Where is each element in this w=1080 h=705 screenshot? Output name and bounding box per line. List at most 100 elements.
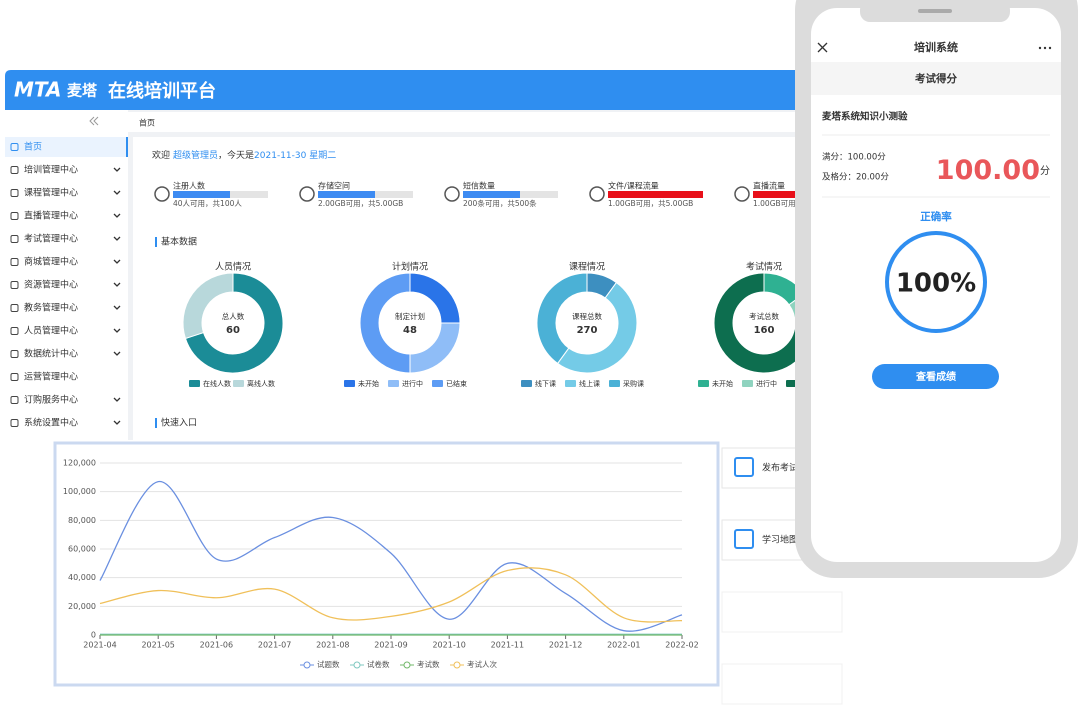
y-tick-label: 120,000 (63, 459, 96, 468)
legend-label: 离线人数 (247, 379, 275, 388)
legend-dot (353, 661, 361, 669)
x-tick-label: 2021-11 (491, 641, 524, 650)
legend-label: 线上课 (579, 379, 600, 388)
legend-label: 试卷数 (367, 659, 390, 669)
section-title: 基本数据 (161, 236, 197, 248)
menu-icon (10, 419, 19, 427)
logo-cn: 麦塔 (67, 82, 98, 100)
donut-segment (556, 281, 638, 374)
accuracy-value: 100% (896, 269, 976, 299)
sidebar (5, 110, 128, 440)
legend-label: 已结束 (446, 379, 467, 388)
menu-icon (10, 235, 19, 243)
line-series (99, 567, 683, 623)
legend-swatch (565, 380, 576, 387)
stat-label: 直播流量 (753, 181, 785, 191)
donut-segment (359, 272, 411, 374)
legend-swatch (786, 380, 797, 387)
menu-chevron (113, 305, 121, 310)
menu-icon (10, 281, 19, 289)
menu-chevron (113, 282, 121, 287)
phone-screen (811, 8, 1061, 562)
stat-icon (154, 186, 170, 202)
donut-segment (184, 272, 284, 374)
y-tick-label: 80,000 (68, 516, 96, 525)
more-icon (1048, 46, 1052, 50)
legend-swatch (388, 380, 399, 387)
breadcrumb: 首页 (139, 118, 155, 128)
menu-item[interactable]: 商城管理中心 (24, 256, 78, 268)
header-bar (5, 70, 800, 110)
menu-item[interactable]: 运营管理中心 (24, 371, 78, 383)
pass-score: 及格分：20.00分 (822, 172, 889, 183)
donut-total: 270 (577, 325, 598, 336)
stat-icon (444, 186, 460, 202)
legend-label: 未开始 (358, 379, 379, 388)
welcome-user: 超级管理员 (173, 149, 218, 161)
close-icon[interactable] (817, 42, 828, 53)
legend-swatch (189, 380, 200, 387)
legend-label: 线下课 (535, 379, 556, 388)
stat-label: 文件/课程流量 (608, 181, 659, 191)
stat-detail: 2.00GB可用，共5.00GB (318, 199, 403, 208)
section-marker (155, 418, 157, 428)
donut-title: 考试情况 (746, 261, 782, 273)
legend-label: 未开始 (712, 379, 733, 388)
x-tick-label: 2021-09 (374, 641, 407, 650)
menu-item[interactable]: 培训管理中心 (24, 164, 78, 176)
menu-item[interactable]: 教务管理中心 (24, 302, 78, 314)
quick-label: 发布考试 (762, 462, 798, 474)
donut-total: 60 (226, 325, 240, 336)
menu-chevron (113, 397, 121, 402)
accuracy-ring (885, 231, 987, 333)
donut-segment (713, 272, 815, 374)
section-marker (155, 237, 157, 247)
phone-title-band (811, 62, 1061, 95)
legend-swatch (432, 380, 443, 387)
collapse-icon[interactable] (89, 116, 99, 126)
stat-bar (608, 191, 703, 198)
header-title: 在线培训平台 (108, 80, 216, 102)
stat-bar (173, 191, 230, 198)
welcome-date: 2021-11-30 星期二 (254, 150, 336, 161)
menu-chevron (113, 236, 121, 241)
menu-item[interactable]: 考试管理中心 (24, 233, 78, 245)
menu-item[interactable]: 订购服务中心 (24, 394, 78, 406)
x-tick-label: 2022-01 (607, 641, 640, 650)
y-tick-label: 60,000 (68, 545, 96, 554)
donut-title: 课程情况 (569, 261, 605, 273)
menu-item[interactable]: 数据统计中心 (24, 348, 78, 360)
full-score: 满分：100.00分 (822, 152, 886, 163)
donut-center-label: 考试总数 (749, 311, 779, 321)
active-indicator (126, 137, 128, 157)
legend-label: 考试人次 (467, 659, 497, 669)
menu-chevron (113, 328, 121, 333)
stat-label: 短信数量 (463, 181, 495, 191)
menu-icon (10, 143, 19, 151)
menu-item[interactable]: 课程管理中心 (24, 187, 78, 199)
menu-item[interactable]: 资源管理中心 (24, 279, 78, 291)
legend-dot (403, 661, 411, 669)
menu-item[interactable]: 人员管理中心 (24, 325, 78, 337)
x-tick-label: 2021-08 (316, 641, 349, 650)
menu-item[interactable]: 系统设置中心 (24, 417, 78, 429)
stat-detail: 200条可用，共500条 (463, 198, 537, 208)
view-button-label: 查看成绩 (915, 370, 956, 383)
legend-label: 进行中 (402, 379, 423, 388)
menu-icon (10, 166, 19, 174)
y-tick-label: 0 (91, 631, 96, 640)
welcome-prefix: 欢迎 (152, 149, 170, 161)
y-tick-label: 40,000 (68, 573, 96, 582)
menu-item[interactable]: 直播管理中心 (24, 210, 78, 222)
legend-label: 在线人数 (203, 379, 231, 388)
phone-speaker (918, 9, 952, 13)
menu-item[interactable]: 首页 (24, 141, 42, 153)
donut-center-label: 总人数 (222, 311, 245, 321)
legend-label: 进行中 (756, 379, 777, 388)
donut-center-label: 课程总数 (572, 311, 602, 321)
legend-swatch (742, 380, 753, 387)
view-button[interactable] (872, 364, 999, 389)
donut-center-label: 制定计划 (395, 311, 425, 321)
menu-icon (10, 304, 19, 312)
